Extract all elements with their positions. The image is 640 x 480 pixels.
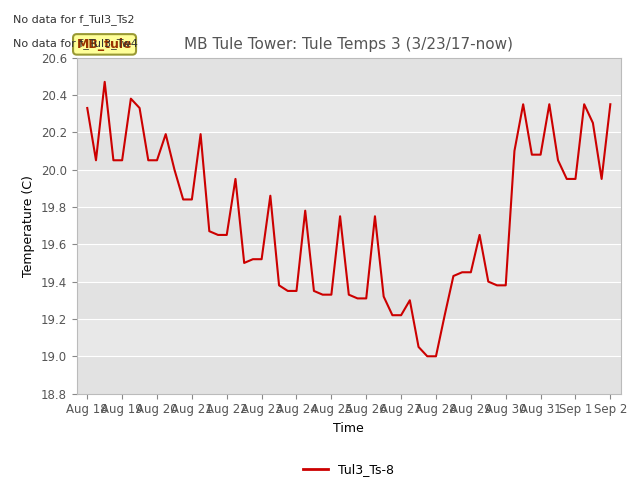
Legend: Tul3_Ts-8: Tul3_Ts-8 xyxy=(298,458,399,480)
Bar xyxy=(77,132,621,169)
Bar xyxy=(77,282,621,319)
Text: No data for f_Tul3_Ts2: No data for f_Tul3_Ts2 xyxy=(13,14,134,25)
Bar xyxy=(77,207,621,244)
Text: MB_tule: MB_tule xyxy=(77,38,132,51)
Y-axis label: Temperature (C): Temperature (C) xyxy=(22,175,35,276)
X-axis label: Time: Time xyxy=(333,422,364,435)
Title: MB Tule Tower: Tule Temps 3 (3/23/17-now): MB Tule Tower: Tule Temps 3 (3/23/17-now… xyxy=(184,37,513,52)
Bar xyxy=(77,356,621,394)
Text: No data for f_Tul3_Tw4: No data for f_Tul3_Tw4 xyxy=(13,38,138,49)
Bar xyxy=(77,58,621,95)
